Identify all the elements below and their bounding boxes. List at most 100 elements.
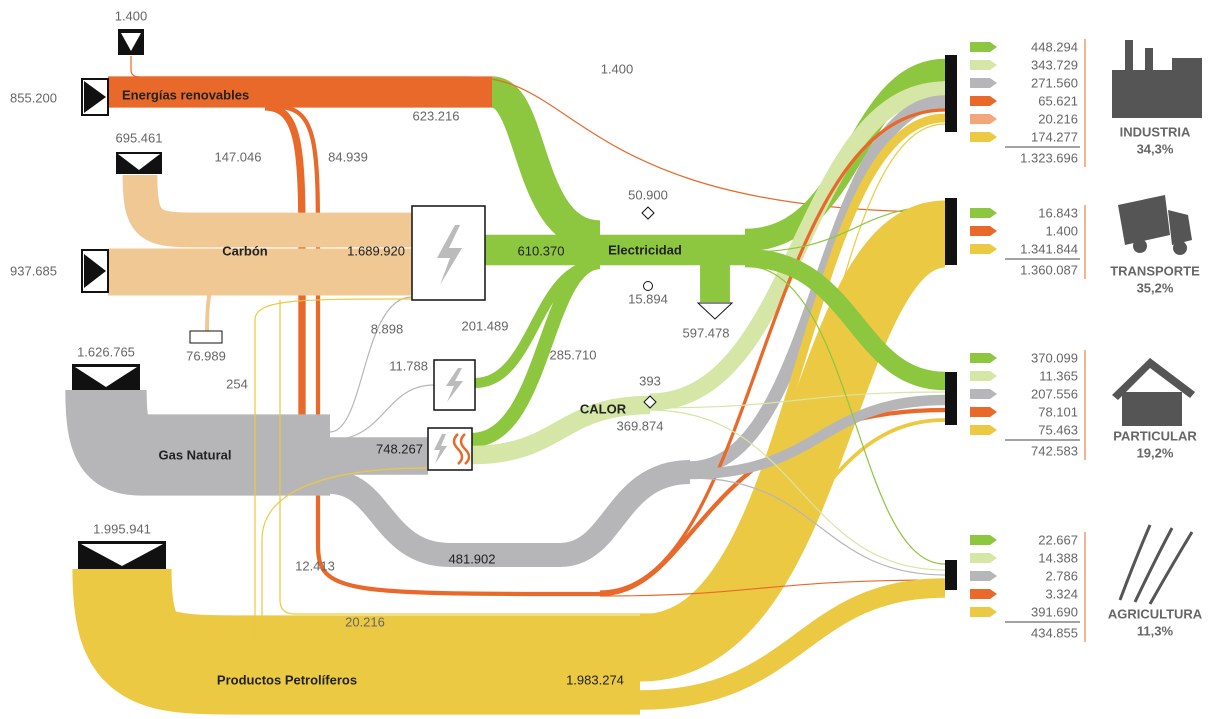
flow-value: 76.989 [186, 348, 226, 363]
sector-bar [945, 198, 957, 265]
sector-bar [945, 372, 957, 425]
flow-value: 597.478 [683, 325, 730, 340]
flow [261, 467, 429, 630]
flow-value: 1.689.920 [347, 243, 405, 258]
flow-value: 12.413 [295, 558, 335, 573]
sector-value: 14.388 [1038, 550, 1078, 565]
flow [639, 578, 946, 710]
source-arrow [84, 254, 106, 288]
flow-value: 1.400 [601, 61, 634, 76]
flow [649, 81, 946, 411]
sector-share: 34,3% [1137, 141, 1174, 156]
loss-box [189, 330, 223, 344]
gain-marker [641, 206, 655, 220]
sector-total: 1.323.696 [1020, 150, 1078, 165]
flow [599, 579, 946, 597]
input-value: 855.200 [10, 90, 57, 105]
labels: 1.400 855.200 695.461 937.685 1.626.765 … [10, 8, 730, 687]
flow [329, 384, 435, 441]
legend-arrow [970, 114, 997, 124]
sector-value: 65.621 [1038, 93, 1078, 108]
legend-arrow [970, 78, 997, 88]
icon-cab [1168, 210, 1192, 245]
sector-value: 11.365 [1039, 368, 1078, 383]
sector-name: INDUSTRIA [1120, 124, 1191, 139]
legend-arrow [970, 353, 997, 363]
sector-value: 3.324 [1045, 586, 1078, 601]
sector-share: 11,3% [1137, 623, 1174, 638]
flow-value: 50.900 [628, 187, 668, 202]
input-value: 937.685 [10, 263, 57, 278]
source-arrow [118, 154, 160, 170]
sector-name: PARTICULAR [1113, 428, 1197, 443]
sector-name: TRANSPORTE [1110, 263, 1200, 278]
flow [689, 394, 946, 480]
flow-value: 8.898 [371, 321, 404, 336]
legend-arrow [970, 425, 997, 435]
node-label: Gas Natural [159, 447, 232, 462]
boxes [72, 29, 1202, 605]
flow-value: 610.370 [518, 243, 565, 258]
lightning-icon [434, 434, 447, 464]
legend-arrow [970, 407, 997, 417]
flows [65, 56, 949, 715]
sector-bar [945, 55, 957, 132]
sector-name: AGRICULTURA [1108, 606, 1203, 621]
flow-value: 393 [639, 373, 661, 388]
legend-arrow [970, 571, 997, 581]
power-plant [411, 205, 486, 301]
legend-arrow [970, 553, 997, 563]
house-icon [1112, 358, 1195, 426]
legend-arrow [970, 535, 997, 545]
flow [277, 104, 946, 597]
sector-total: 434.855 [1031, 625, 1078, 640]
power-plant-small [433, 359, 476, 411]
node-label: Carbón [222, 243, 268, 258]
legend-arrow [970, 208, 997, 218]
legend-arrow [970, 60, 997, 70]
flow [254, 298, 413, 640]
sector-value: 22.667 [1038, 532, 1078, 547]
icon-body [1122, 392, 1182, 426]
icon-wheel [1173, 241, 1187, 255]
flow [744, 248, 946, 391]
flow [649, 409, 946, 571]
node-label: CALOR [580, 401, 627, 416]
flow-value: 623.216 [413, 108, 460, 123]
flow [639, 418, 946, 628]
sector-bar [945, 560, 957, 590]
legend-arrow [970, 589, 997, 599]
wheat-icon [1118, 524, 1194, 605]
flow-value: 369.874 [617, 418, 664, 433]
icon-body [1112, 70, 1202, 118]
flow [328, 459, 691, 568]
sectors: 448.294 343.729 271.560 65.621 20.216 174.277… [945, 39, 1203, 642]
flow [329, 296, 413, 433]
sector-value: 2.786 [1045, 568, 1078, 583]
flow [122, 174, 412, 248]
sector-value: 271.560 [1031, 75, 1078, 90]
flow [689, 477, 946, 576]
legend-arrow [970, 607, 997, 617]
icon-chimney [1145, 48, 1153, 72]
lightning-icon [437, 225, 462, 285]
legend-arrow [970, 42, 997, 52]
flow [471, 395, 651, 465]
sector-total: 1.360.087 [1020, 262, 1078, 277]
sector-value: 391.690 [1031, 604, 1078, 619]
flow [649, 391, 946, 409]
gain-marker [643, 395, 657, 409]
icon-body [1118, 195, 1170, 245]
legend-arrow [970, 226, 997, 236]
sector-value: 448.294 [1031, 39, 1078, 54]
sector-value: 20.216 [1038, 111, 1078, 126]
sector-value: 1.400 [1045, 223, 1078, 238]
flow [72, 568, 640, 715]
source-arrow [121, 33, 141, 51]
input-value: 695.461 [116, 130, 163, 145]
sector-value: 370.099 [1031, 350, 1078, 365]
truck-icon [1118, 195, 1192, 255]
sector-value: 1.341.844 [1020, 241, 1078, 256]
flow-value: 748.267 [376, 441, 423, 456]
